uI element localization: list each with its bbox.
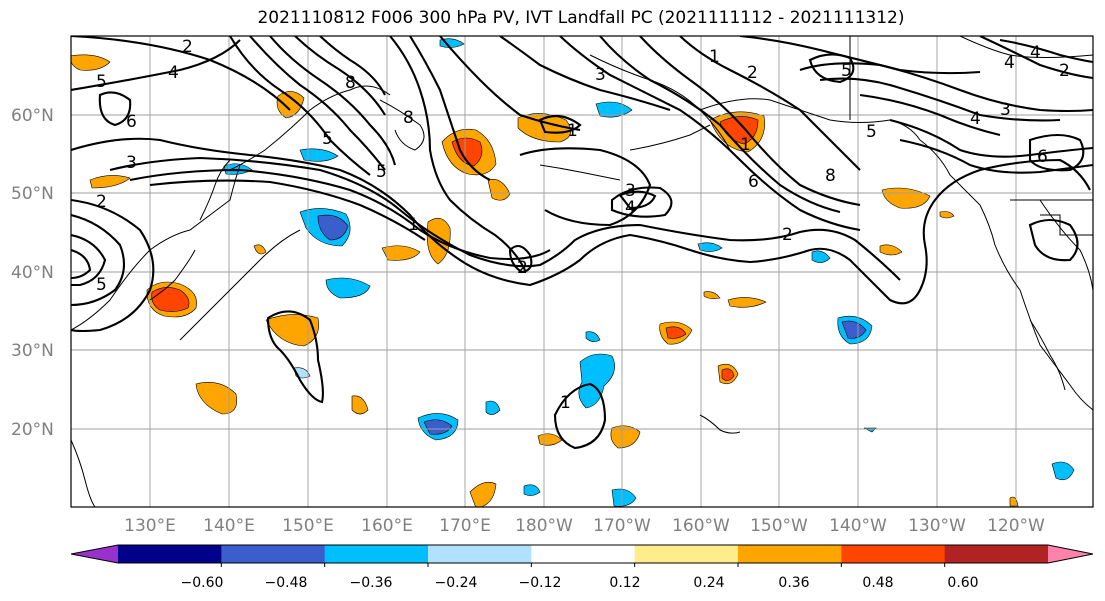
contour-label: 5	[322, 129, 333, 149]
shade-nw	[71, 54, 111, 71]
lat-label: 20°N	[11, 420, 54, 440]
colorbar-tick-label: 0.12	[609, 575, 640, 591]
contour-label: 1	[709, 47, 720, 67]
pv-contours	[71, 36, 1093, 450]
contour-label: 2	[782, 225, 793, 245]
colorbar-segment	[428, 545, 532, 563]
lat-label: 50°N	[11, 184, 54, 204]
latitude-labels: 60°N 50°N 40°N 30°N 20°N	[11, 106, 54, 440]
contour-label: 4	[168, 63, 179, 83]
colorbar-segment	[738, 545, 842, 563]
contour-label: 4	[970, 109, 981, 129]
colorbar-tick-label: −0.36	[350, 575, 393, 591]
colorbar-segment	[531, 545, 636, 563]
lon-label: 150°W	[750, 516, 808, 536]
colorbar-segment	[841, 545, 946, 563]
colorbar-outline	[70, 544, 1094, 564]
colorbar-tick-label: 0.60	[947, 575, 978, 591]
contour-label: 1	[567, 121, 578, 141]
contour-label: 6	[126, 112, 137, 132]
contour-label: 4	[1004, 53, 1015, 73]
lat-label: 40°N	[11, 263, 54, 283]
contour-label: 1	[408, 215, 419, 235]
contour-label: 2	[517, 258, 528, 278]
colorbar-tick-label: 0.48	[862, 575, 893, 591]
contour-label: 2	[1059, 61, 1070, 81]
contour-label: 8	[403, 108, 414, 128]
contour-label: 3	[126, 153, 137, 173]
colorbar-segment	[634, 545, 739, 563]
lat-label: 30°N	[11, 341, 54, 361]
colorbar-tick-labels: −0.60 −0.48 −0.36 −0.24 −0.12 0.12 0.24 …	[181, 575, 979, 591]
graticule	[71, 36, 1093, 507]
contour-label: 3	[625, 181, 636, 201]
contour-label: 5	[376, 162, 387, 182]
colorbar-segment	[324, 545, 429, 563]
contour-label: 6	[748, 172, 759, 192]
colorbar-tick-label: 0.24	[693, 575, 724, 591]
contour-label: 2	[182, 37, 193, 57]
contour-label: 2	[747, 63, 758, 83]
colorbar-tick-label: −0.48	[265, 575, 308, 591]
lon-label: 160°E	[361, 516, 413, 536]
lon-label: 170°W	[593, 516, 651, 536]
colorbar-segment	[118, 545, 222, 563]
figure-title: 2021110812 F006 300 hPa PV, IVT Landfall…	[257, 8, 905, 28]
lon-label: 140°E	[203, 516, 255, 536]
lon-label: 140°W	[829, 516, 887, 536]
contour-label: 5	[96, 275, 107, 295]
contour-label: 5	[866, 122, 877, 142]
contour-label: 4	[1030, 43, 1041, 63]
contour-label: 3	[595, 65, 606, 85]
colorbar-tick-label: 0.36	[778, 575, 809, 591]
contour-label: 3	[1000, 100, 1011, 120]
colorbar-tick-label: −0.12	[519, 575, 562, 591]
colorbar-segment	[221, 545, 326, 563]
contour-label: 8	[825, 166, 836, 186]
contour-label: 1	[740, 135, 751, 155]
contour-label: 1	[560, 393, 571, 413]
lon-label: 180°W	[515, 516, 573, 536]
contour-label: 4	[625, 198, 636, 218]
colorbar-tick-label: −0.60	[181, 575, 224, 591]
lon-label: 120°W	[987, 516, 1045, 536]
colorbar-extend-max	[1048, 545, 1093, 563]
lon-label: 130°W	[908, 516, 966, 536]
map-area	[71, 36, 1093, 507]
lon-label: 160°W	[672, 516, 730, 536]
lon-label: 150°E	[282, 516, 334, 536]
colorbar-tick-label: −0.24	[435, 575, 478, 591]
contour-label: 2	[96, 192, 107, 212]
contour-label: 5	[841, 61, 852, 81]
lat-label: 60°N	[11, 106, 54, 126]
contour-label: 6	[1037, 147, 1048, 167]
contour-label: 8	[345, 73, 356, 93]
lon-label: 170°E	[439, 516, 491, 536]
colorbar-extend-min	[71, 545, 118, 563]
colorbar	[70, 544, 1094, 567]
longitude-labels: 130°E 140°E 150°E 160°E 170°E 180°W 170°…	[124, 516, 1045, 536]
map-frame	[70, 35, 1094, 508]
contour-label: 5	[96, 72, 107, 92]
map-content: 2 4 5 6 8 3 2 5 1 8 1 3 4 2 1 3 5 1 2 5 …	[71, 36, 1093, 507]
contour-labels: 2 4 5 6 8 3 2 5 1 8 1 3 4 2 1 3 5 1 2 5 …	[96, 37, 1070, 413]
lon-label: 130°E	[124, 516, 176, 536]
colorbar-segment	[944, 545, 1049, 563]
